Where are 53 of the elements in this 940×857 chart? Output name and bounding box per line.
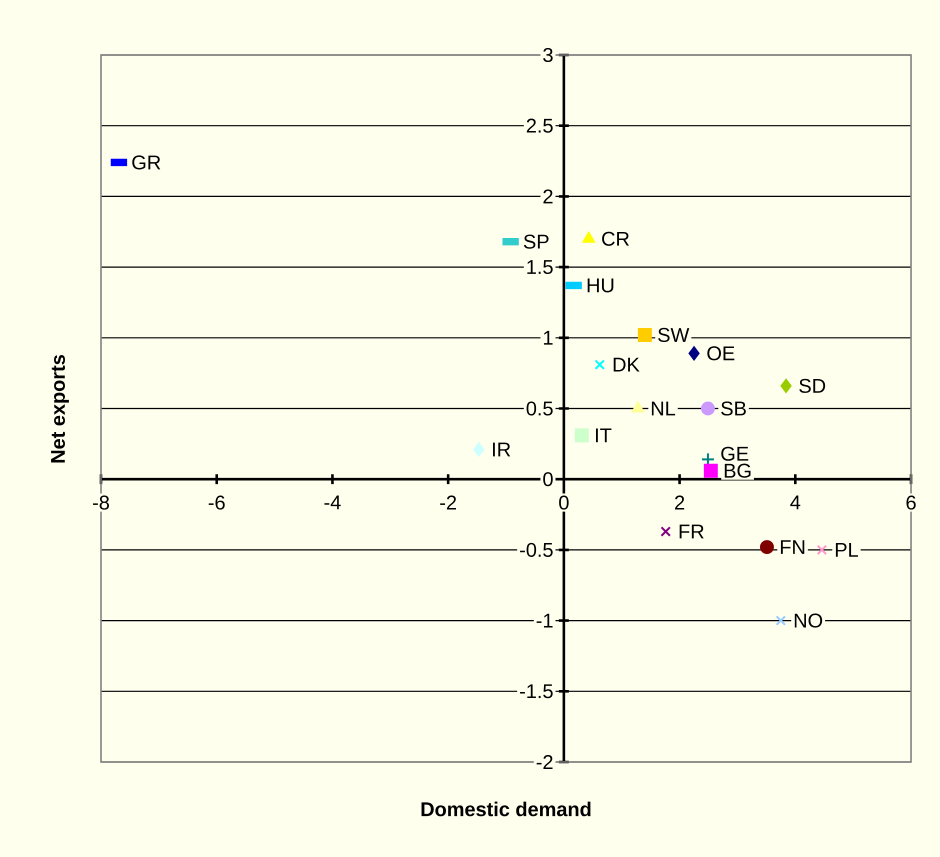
x-tick-label: 6: [906, 496, 916, 510]
point: [776, 615, 786, 626]
point: [473, 442, 484, 456]
y-tick-label: 3: [543, 48, 553, 62]
series-label: IR: [493, 442, 510, 456]
y-tick-label: 2.5: [526, 118, 553, 133]
point: [780, 378, 792, 393]
series-label: IT: [596, 428, 612, 442]
series-label: FR: [680, 524, 704, 538]
y-tick-label: 0.5: [526, 401, 553, 416]
y-tick-label: 1: [544, 330, 553, 345]
point: [660, 526, 671, 537]
y-tick-label: 2: [543, 189, 553, 204]
point: [688, 346, 700, 360]
series-label: FN: [780, 540, 804, 554]
x-tick-label: 4: [790, 496, 800, 510]
x-tick-label: -2: [440, 496, 456, 510]
x-tick-label: -6: [208, 496, 225, 510]
y-tick-label: 0: [543, 472, 553, 486]
series-label: HU: [588, 278, 614, 292]
point: [638, 328, 652, 342]
point: [816, 544, 828, 556]
series-label: NL: [652, 402, 676, 416]
series-label: OE: [707, 346, 734, 360]
point: [574, 428, 589, 442]
point: [760, 540, 774, 554]
series-label: GE: [721, 446, 748, 461]
series-label: DK: [614, 358, 640, 372]
series-label: SD: [799, 378, 826, 393]
x-tick-label: 2: [675, 496, 684, 510]
point: [594, 359, 605, 370]
y-tick-label: -0.5: [520, 542, 553, 557]
point: [704, 464, 718, 478]
series-label: GR: [132, 155, 160, 170]
point: [700, 402, 715, 416]
series-label: SW: [658, 328, 690, 342]
y-tick-label: -1.5: [520, 684, 553, 698]
series-label: SP: [524, 234, 549, 249]
x-axis-title: Domestic demand: [422, 802, 590, 816]
x-tick-label: 0: [559, 496, 569, 510]
x-tick-label: -4: [324, 496, 341, 510]
y-axis-title: Net exports: [51, 355, 69, 462]
series-label: SB: [721, 401, 746, 416]
series-label: NO: [794, 614, 822, 628]
x-tick-label: -8: [93, 496, 109, 510]
y-tick-label: -1: [536, 614, 553, 628]
y-tick-label: -2: [536, 755, 553, 769]
series-label: CR: [602, 232, 629, 246]
point: [582, 232, 595, 243]
series-label: BG: [724, 464, 751, 478]
y-tick-label: 1.5: [527, 260, 553, 274]
point: [632, 402, 644, 412]
series-label: PL: [836, 543, 858, 557]
